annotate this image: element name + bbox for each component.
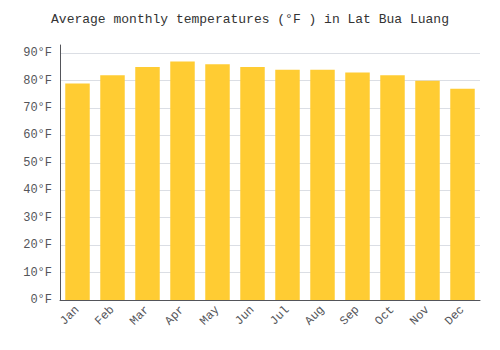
svg-text:10°F: 10°F	[23, 266, 52, 280]
svg-text:Jan: Jan	[57, 303, 82, 328]
svg-text:60°F: 60°F	[23, 128, 52, 142]
svg-text:Mar: Mar	[127, 303, 152, 328]
svg-text:Aug: Aug	[302, 303, 327, 328]
svg-text:50°F: 50°F	[23, 156, 52, 170]
svg-text:Feb: Feb	[92, 303, 117, 328]
svg-text:Average monthly temperatures (: Average monthly temperatures (°F ) in La…	[51, 12, 449, 27]
svg-text:40°F: 40°F	[23, 183, 52, 197]
svg-text:Jul: Jul	[267, 303, 292, 328]
svg-text:30°F: 30°F	[23, 211, 52, 225]
svg-text:Jun: Jun	[232, 303, 257, 328]
svg-text:Oct: Oct	[372, 303, 397, 328]
svg-text:70°F: 70°F	[23, 101, 52, 115]
svg-text:20°F: 20°F	[23, 238, 52, 252]
svg-text:0°F: 0°F	[30, 293, 52, 307]
svg-text:80°F: 80°F	[23, 74, 52, 88]
svg-text:Sep: Sep	[337, 303, 362, 328]
svg-text:Nov: Nov	[407, 303, 432, 328]
svg-text:May: May	[197, 303, 222, 328]
svg-text:Apr: Apr	[162, 303, 187, 328]
svg-text:Dec: Dec	[442, 303, 467, 328]
svg-text:90°F: 90°F	[23, 46, 52, 60]
